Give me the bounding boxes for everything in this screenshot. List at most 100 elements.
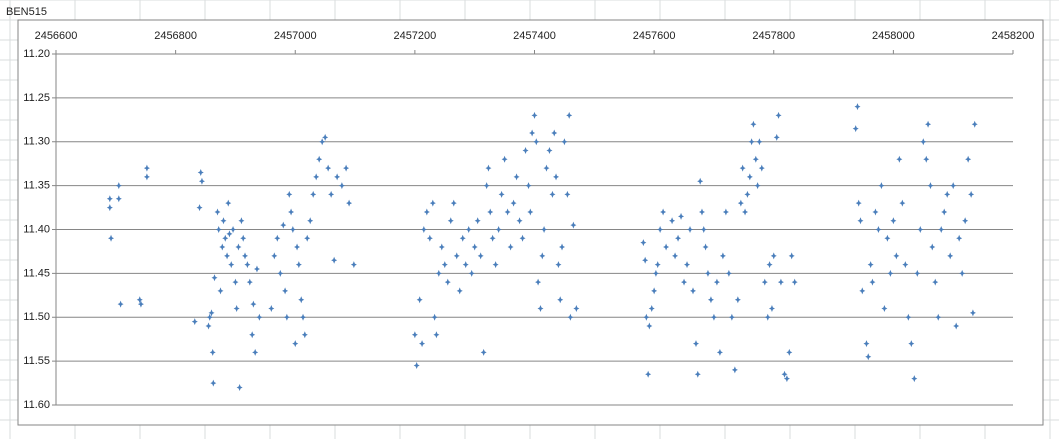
data-point (775, 111, 782, 119)
data-point (117, 300, 124, 308)
data-point (697, 177, 704, 185)
data-point (640, 239, 647, 247)
data-point (531, 111, 538, 119)
data-point (230, 226, 237, 233)
data-point (791, 278, 798, 286)
data-point (253, 265, 260, 273)
data-point (710, 313, 717, 321)
data-point (744, 190, 751, 198)
data-point (209, 348, 216, 356)
data-point (143, 164, 150, 172)
data-point (716, 348, 723, 356)
data-point (350, 261, 357, 269)
x-tick-label: 2458200 (992, 30, 1035, 42)
data-point (487, 208, 494, 216)
data-point (108, 234, 115, 242)
data-point (935, 313, 942, 321)
data-point (752, 155, 759, 163)
data-point (537, 304, 544, 312)
data-point (645, 370, 652, 378)
plot: 11.20 11.25 11.30 11.35 11.40 11.45 11.50 11.55… (23, 30, 1034, 411)
data-point (559, 243, 566, 251)
data-point (310, 190, 317, 198)
data-point (191, 318, 198, 326)
data-point (346, 199, 353, 207)
data-point (748, 138, 755, 146)
data-point (459, 234, 466, 242)
data-point (773, 133, 780, 141)
data-point (758, 164, 765, 172)
data-point (932, 278, 939, 286)
data-point (881, 304, 888, 312)
data-point (465, 226, 472, 233)
data-point (905, 313, 912, 321)
data-point (331, 256, 338, 264)
data-point (215, 226, 222, 233)
data-point (535, 278, 542, 286)
data-point (325, 164, 332, 172)
data-point (867, 261, 874, 269)
data-point (471, 243, 478, 251)
x-tick-label: 2457400 (513, 30, 556, 42)
data-point (222, 234, 229, 242)
data-point (211, 274, 218, 282)
data-point (854, 103, 861, 111)
data-point (914, 269, 921, 277)
data-point (198, 177, 205, 185)
data-point (288, 208, 295, 216)
data-point (648, 304, 655, 312)
data-point (852, 125, 859, 133)
y-tick-label: 11.55 (23, 355, 50, 367)
data-point (941, 208, 948, 216)
data-point (737, 199, 744, 207)
data-point (282, 287, 289, 295)
data-point (513, 173, 520, 181)
data-point (746, 173, 753, 181)
data-point (322, 133, 329, 141)
data-point (498, 190, 505, 198)
data-point (137, 300, 144, 308)
data-point (501, 155, 508, 163)
data-point (719, 252, 726, 260)
data-point (553, 173, 560, 181)
data-point (115, 182, 122, 190)
data-point (908, 340, 915, 348)
data-point (917, 226, 924, 233)
data-point (678, 212, 685, 220)
data-point (522, 147, 529, 155)
data-point (722, 208, 729, 216)
data-point (887, 269, 894, 277)
data-point (298, 296, 305, 304)
data-point (927, 182, 934, 190)
data-point (115, 195, 122, 203)
data-point (489, 234, 496, 242)
data-point (240, 234, 247, 242)
data-point (468, 269, 475, 277)
data-point (642, 256, 649, 264)
y-tick-label: 11.25 (23, 92, 50, 104)
data-point (423, 208, 430, 216)
y-tick-label: 11.35 (23, 180, 50, 192)
data-point (304, 234, 311, 242)
data-point (435, 269, 442, 277)
y-tick-label: 11.50 (23, 311, 50, 323)
data-point (742, 208, 749, 216)
data-point (713, 278, 720, 286)
data-point (224, 252, 231, 260)
data-point (896, 155, 903, 163)
data-point (462, 261, 469, 269)
data-point (566, 111, 573, 119)
data-point (764, 313, 771, 321)
data-point (557, 296, 564, 304)
data-point (232, 278, 239, 286)
data-point (754, 182, 761, 190)
data-point (210, 379, 217, 387)
data-point (268, 304, 275, 312)
data-point (196, 204, 203, 212)
data-point (681, 278, 688, 286)
data-point (875, 226, 882, 233)
data-point (420, 226, 427, 233)
data-point (510, 199, 517, 207)
data-point (781, 370, 788, 378)
data-point (429, 199, 436, 207)
